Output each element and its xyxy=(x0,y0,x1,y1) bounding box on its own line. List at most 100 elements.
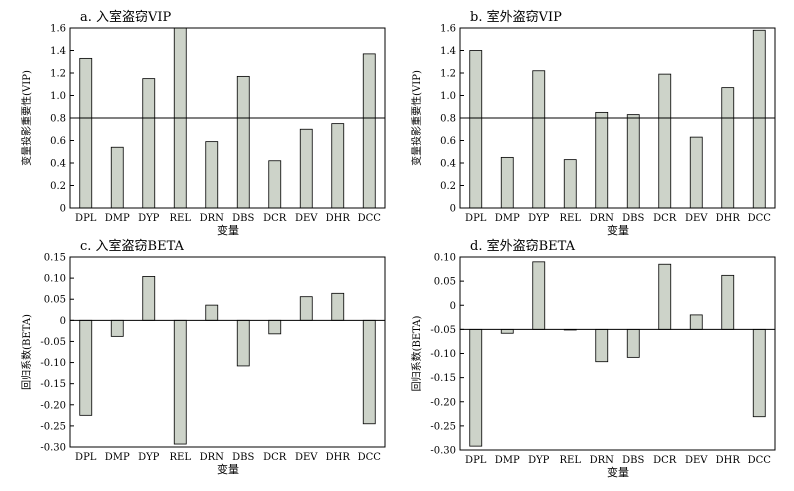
bar-dmp xyxy=(500,156,514,209)
y-tick-label: 0.8 xyxy=(440,114,456,125)
bar-dhr xyxy=(721,274,735,330)
bar-rel xyxy=(173,319,187,445)
bar-dhr xyxy=(331,292,345,321)
x-tick-label: DYP xyxy=(528,455,550,466)
plot-frame xyxy=(69,256,386,448)
y-tick-label: 0.2 xyxy=(50,181,66,192)
x-tick-label: DHR xyxy=(326,213,351,224)
x-tick-label: DPL xyxy=(465,455,487,466)
chart-panel-3: -0.30 -0.25 -0.20 -0.15 -0.10 -0.05 0 0.05 0.10 0… xyxy=(20,238,386,476)
bar-dyp xyxy=(532,261,546,330)
x-tick-label: DBS xyxy=(232,452,254,463)
x-tick-label: DCC xyxy=(358,213,382,224)
x-tick-label: DYP xyxy=(138,452,160,463)
y-tick-label: 0 xyxy=(60,204,66,215)
y-tick-label: -0.25 xyxy=(430,421,456,432)
y-tick-label: 0.4 xyxy=(440,159,456,170)
y-tick-label: 0.2 xyxy=(440,181,456,192)
bar-drn xyxy=(595,111,609,209)
x-tick-label: DHR xyxy=(326,452,351,463)
bar-dev xyxy=(299,128,313,209)
x-tick-label: REL xyxy=(560,213,582,224)
bar-dpl xyxy=(79,319,93,416)
x-tick-label: REL xyxy=(170,452,192,463)
y-tick-label: -0.25 xyxy=(40,421,66,432)
x-tick-label: DCC xyxy=(748,455,772,466)
y-axis-label: 变量投影重要性(VIP) xyxy=(20,70,33,166)
y-tick-label: -0.10 xyxy=(430,349,456,360)
x-axis-label: 变量 xyxy=(217,223,239,237)
y-axis-label: 回归系数(BETA) xyxy=(410,316,423,392)
x-axis-label: 变量 xyxy=(217,462,239,476)
bar-dcc xyxy=(752,328,766,418)
bar-dcc xyxy=(752,29,766,209)
y-tick-label: 0 xyxy=(450,301,456,312)
bar-dev xyxy=(689,314,703,330)
chart-title: c. 入室盗窃BETA xyxy=(80,238,185,254)
x-tick-label: DHR xyxy=(716,455,741,466)
x-tick-label: DRN xyxy=(590,213,615,224)
x-tick-label: DYP xyxy=(528,213,550,224)
chart-title: b. 室外盗窃VIP xyxy=(470,9,562,25)
x-tick-label: DBS xyxy=(622,213,644,224)
bar-dbs xyxy=(626,114,640,209)
bar-drn xyxy=(205,304,219,321)
x-tick-label: DEV xyxy=(295,452,318,463)
bar-dhr xyxy=(331,123,345,209)
x-tick-label: DCR xyxy=(263,213,287,224)
bar-dcr xyxy=(658,263,672,330)
x-tick-label: DCR xyxy=(653,455,677,466)
y-tick-label: 0.10 xyxy=(434,253,456,264)
bar-dpl xyxy=(469,50,483,209)
y-tick-label: 1.4 xyxy=(440,46,456,57)
y-tick-label: 0.05 xyxy=(44,295,66,306)
bar-rel xyxy=(563,159,577,209)
chart-panel-1: 0 0.2 0.4 0.6 0.8 1.0 1.2 1.4 1.6 DPL DMP DYP REL DRN… xyxy=(20,9,386,237)
x-axis-label: 变量 xyxy=(607,223,629,237)
y-tick-label: 1.0 xyxy=(440,91,456,102)
chart-title: d. 室外盗窃BETA xyxy=(470,238,576,254)
y-axis-label: 回归系数(BETA) xyxy=(20,314,33,390)
y-tick-label: -0.15 xyxy=(430,373,456,384)
bar-dcc xyxy=(362,53,376,209)
y-tick-label: 0.6 xyxy=(50,136,66,147)
y-tick-label: 1.0 xyxy=(50,91,66,102)
bar-dpl xyxy=(469,328,483,447)
y-tick-label: 1.2 xyxy=(50,69,66,80)
bar-drn xyxy=(595,328,609,363)
x-tick-label: DRN xyxy=(590,455,615,466)
x-tick-label: DHR xyxy=(716,213,741,224)
bar-dcr xyxy=(268,319,282,335)
x-tick-label: DYP xyxy=(138,213,160,224)
bar-dev xyxy=(689,136,703,209)
y-tick-label: -0.30 xyxy=(40,443,66,454)
x-tick-label: DPL xyxy=(465,213,487,224)
y-tick-label: -0.20 xyxy=(40,400,66,411)
y-tick-label: -0.05 xyxy=(40,337,66,348)
x-tick-label: DCC xyxy=(748,213,772,224)
x-tick-label: DMP xyxy=(495,455,520,466)
chart-title: a. 入室盗窃VIP xyxy=(80,9,172,25)
bar-dcr xyxy=(658,73,672,209)
y-tick-label: 1.6 xyxy=(440,24,456,35)
y-tick-label: -0.05 xyxy=(430,325,456,336)
y-tick-label: 0.10 xyxy=(44,274,66,285)
y-axis-label: 变量投影重要性(VIP) xyxy=(410,70,423,166)
bar-dhr xyxy=(721,87,735,209)
x-tick-label: DBS xyxy=(232,213,254,224)
x-tick-label: DCR xyxy=(263,452,287,463)
bar-dpl xyxy=(79,57,93,209)
x-tick-label: DEV xyxy=(685,455,708,466)
x-tick-label: DCR xyxy=(653,213,677,224)
y-tick-label: 0 xyxy=(450,204,456,215)
y-tick-label: 0.6 xyxy=(440,136,456,147)
x-tick-label: DBS xyxy=(622,455,644,466)
x-tick-label: DRN xyxy=(200,213,225,224)
bar-dyp xyxy=(142,78,156,209)
y-tick-label: 0.8 xyxy=(50,114,66,125)
y-tick-label: 1.4 xyxy=(50,46,66,57)
bar-dyp xyxy=(532,70,546,209)
chart-panel-4: -0.30 -0.25 -0.20 -0.15 -0.10 -0.05 0 0.05 0.10 D… xyxy=(410,238,776,479)
bar-dmp xyxy=(110,146,124,209)
